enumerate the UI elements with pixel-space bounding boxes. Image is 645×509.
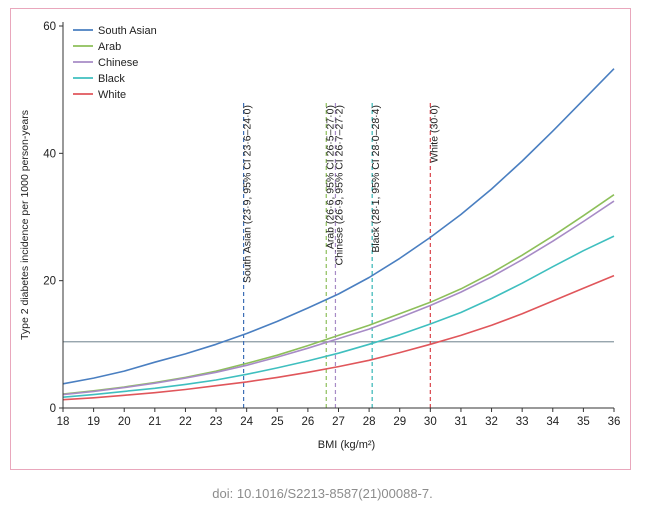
threshold-label: White (30·0) — [428, 105, 440, 163]
x-tick-label: 24 — [240, 416, 253, 428]
series-line — [62, 68, 615, 385]
threshold-label: Arab (26·6, 95% CI 26·5–27·0) — [324, 105, 336, 249]
x-tick-label: 34 — [546, 416, 559, 428]
x-tick-label: 36 — [608, 416, 621, 428]
x-tick-label: 20 — [118, 416, 131, 428]
figure-frame: South Asian (23·9, 95% CI 23·6–24·0) Arab… — [10, 8, 631, 470]
x-tick-label: 30 — [424, 416, 437, 428]
x-tick-label: 25 — [271, 416, 284, 428]
series-line — [62, 274, 615, 401]
x-tick-label: 33 — [516, 416, 529, 428]
bmi-diabetes-chart: South Asian (23·9, 95% CI 23·6–24·0) Arab… — [19, 21, 621, 451]
series-line — [62, 200, 615, 396]
x-tick-label: 27 — [332, 416, 345, 428]
x-tick-label: 35 — [577, 416, 590, 428]
x-tick-label: 26 — [301, 416, 314, 428]
y-tick-label: 0 — [50, 403, 56, 415]
series-line — [62, 235, 615, 398]
x-axis-label: BMI (kg/m²) — [318, 439, 375, 451]
y-tick-label: 20 — [43, 276, 56, 288]
x-tick-label: 21 — [148, 416, 161, 428]
x-tick-label: 19 — [87, 416, 100, 428]
legend-label: South Asian — [98, 25, 157, 37]
x-tick-label: 29 — [393, 416, 406, 428]
doi-caption: doi: 10.1016/S2213-8587(21)00088-7. — [212, 486, 433, 501]
y-tick-label: 40 — [43, 148, 56, 160]
x-tick-label: 22 — [179, 416, 192, 428]
legend-label: Arab — [98, 41, 121, 53]
x-tick-label: 18 — [57, 416, 70, 428]
legend-label: Black — [98, 73, 125, 85]
x-tick-label: 32 — [485, 416, 498, 428]
x-tick-label: 28 — [363, 416, 376, 428]
y-axis-label: Type 2 diabetes incidence per 1000 perso… — [19, 110, 31, 340]
legend-label: White — [98, 89, 126, 101]
x-tick-label: 31 — [455, 416, 468, 428]
x-tick-label: 23 — [210, 416, 223, 428]
legend-label: Chinese — [98, 57, 138, 69]
y-tick-label: 60 — [43, 21, 56, 33]
threshold-label: Black (28·1, 95% CI 28·0–28·4) — [370, 105, 382, 253]
threshold-label: Chinese (26·9, 95% CI 26·7–27·2) — [333, 105, 345, 266]
threshold-label: South Asian (23·9, 95% CI 23·6–24·0) — [242, 105, 254, 283]
